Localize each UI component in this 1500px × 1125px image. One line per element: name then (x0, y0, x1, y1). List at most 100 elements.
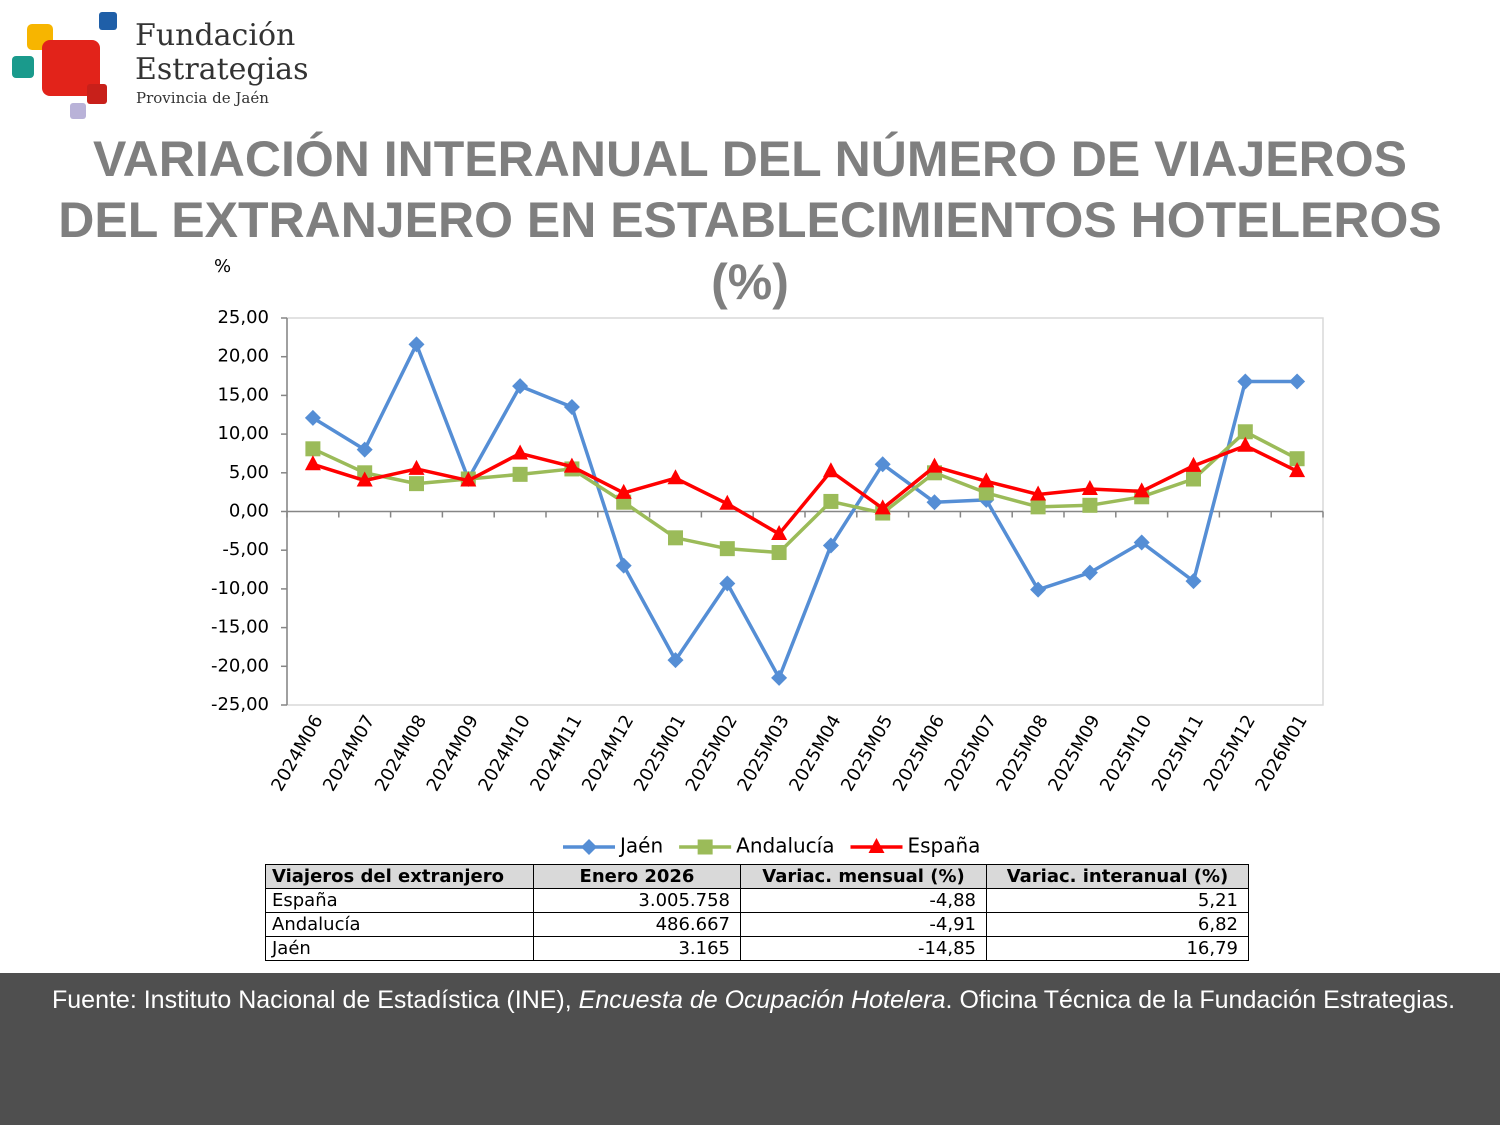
x-tick-label: 2025M03 (733, 712, 793, 795)
table-cell: -14,85 (740, 936, 987, 961)
marker (1289, 462, 1306, 478)
y-tick-label: -10,00 (211, 578, 269, 599)
marker (1030, 485, 1047, 501)
marker (408, 459, 425, 475)
series-line (312, 430, 1298, 555)
marker (1133, 534, 1150, 551)
marker (1289, 451, 1305, 467)
marker (719, 575, 736, 592)
marker (874, 499, 891, 515)
series-line (311, 342, 1298, 680)
marker (1030, 499, 1046, 515)
marker (1030, 581, 1047, 598)
x-tick-label: 2025M04 (785, 712, 845, 795)
logo-mark (12, 12, 117, 119)
source-text: . Oficina Técnica de la Fundación Estrat… (945, 986, 1456, 1014)
logo: Fundación Estrategias Provincia de Jaén (0, 0, 308, 129)
marker (563, 457, 580, 473)
x-tick-label: 2024M10 (474, 712, 534, 795)
marker (512, 378, 529, 395)
table-cell: Andalucía (265, 912, 534, 937)
marker (1082, 497, 1098, 513)
x-tick-label: 2025M12 (1200, 712, 1260, 795)
legend-label: Jaén (618, 834, 663, 858)
x-tick-label: 2024M08 (371, 712, 431, 795)
y-tick-label: 20,00 (217, 346, 269, 367)
y-tick-label: 5,00 (229, 462, 269, 483)
summary-table: Viajeros del extranjero Enero 2026 Varia… (265, 864, 1249, 961)
y-tick-label: 0,00 (229, 501, 269, 522)
x-tick-label: 2025M07 (941, 712, 1001, 795)
marker (697, 839, 713, 855)
marker (771, 524, 788, 540)
marker (822, 462, 839, 478)
table-cell: 5,21 (986, 888, 1249, 913)
y-tick-label: -15,00 (211, 617, 269, 638)
marker (460, 471, 477, 487)
legend-label: España (908, 834, 981, 858)
marker (615, 557, 632, 574)
marker (356, 471, 373, 487)
x-tick-label: 2025M01 (630, 712, 690, 795)
table-row: Jaén 3.165 -14,85 16,79 (265, 936, 1249, 961)
y-axis-label: % (214, 256, 231, 277)
source-text: Fuente: Instituto Nacional de Estadístic… (52, 986, 579, 1014)
source-text: Encuesta de Ocupación Hotelera (578, 986, 946, 1014)
marker (978, 472, 995, 488)
y-tick-label: 15,00 (217, 384, 269, 405)
marker (667, 652, 684, 669)
marker (512, 444, 529, 460)
y-tick-label: 25,00 (217, 307, 269, 328)
marker (1237, 436, 1254, 452)
table-cell: -4,91 (740, 912, 987, 937)
chart-title: DEL EXTRANJERO EN ESTABLECIMIENTOS HOTEL… (58, 192, 1442, 248)
table-cell: Jaén (265, 936, 534, 961)
table-cell: -4,88 (740, 888, 987, 913)
logo-text: Estrategias (135, 52, 309, 87)
marker (1081, 480, 1098, 496)
marker (1081, 564, 1098, 581)
marker (978, 485, 994, 501)
marker (874, 456, 891, 473)
x-tick-label: 2025M05 (837, 712, 897, 795)
marker (823, 493, 839, 509)
table-header: Viajeros del extranjero (265, 864, 534, 889)
x-tick-label: 2024M09 (423, 712, 483, 795)
marker (1186, 471, 1201, 487)
table-cell: 3.005.758 (533, 888, 741, 913)
marker (408, 336, 425, 353)
marker (926, 494, 943, 511)
chart: % -25,00 -20,00 -15,00 -10,00 -5,00 0,00 5,00 1… (211, 256, 1324, 858)
series (304, 336, 1306, 686)
y-tick-label: -25,00 (211, 694, 269, 715)
x-tick-label: 2024M06 (267, 712, 327, 795)
y-tick-label: -5,00 (222, 539, 269, 560)
marker (868, 838, 885, 853)
marker (305, 441, 321, 457)
series (304, 436, 1306, 540)
x-tick-label: 2024M12 (578, 712, 638, 795)
marker (771, 669, 788, 686)
legend-item: Andalucía (679, 834, 835, 858)
table-row: España 3.005.758 -4,88 5,21 (265, 888, 1249, 913)
y-tick-label: -20,00 (211, 655, 269, 676)
logo-text: Fundación (135, 18, 296, 53)
x-tick-label: 2025M08 (992, 712, 1052, 795)
table-cell: 3.165 (533, 936, 741, 961)
x-tick-label: 2024M07 (319, 712, 379, 795)
source-note: Fuente: Instituto Nacional de Estadístic… (52, 983, 1482, 1018)
table-row: Andalucía 486.667 -4,91 6,82 (265, 912, 1249, 937)
marker (356, 441, 373, 458)
table-cell: 16,79 (986, 936, 1249, 961)
marker (1185, 573, 1202, 590)
marker (926, 457, 943, 473)
logo-subtitle: Provincia de Jaén (136, 89, 269, 107)
table-header: Variac. interanual (%) (986, 864, 1249, 889)
table-cell: 486.667 (533, 912, 741, 937)
marker (409, 476, 424, 492)
marker (719, 541, 735, 557)
legend-label: Andalucía (736, 834, 834, 858)
table-header: Variac. mensual (%) (740, 864, 987, 889)
marker (667, 469, 684, 485)
marker (822, 537, 839, 554)
